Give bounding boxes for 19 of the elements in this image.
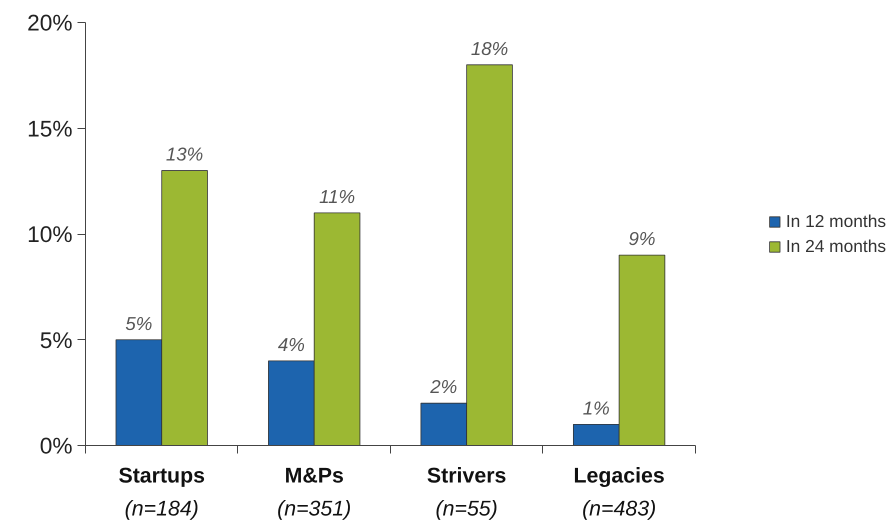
y-tick-label: 5% [40,326,73,353]
category-label: Startups (n=184) [118,464,205,520]
data-label: 9% [628,228,656,250]
y-tick-label: 15% [27,115,73,142]
legend-label: In 12 months [786,210,886,232]
category-label: M&Ps (n=351) [277,464,352,520]
data-label: 1% [582,397,610,418]
data-label: 2% [429,376,458,398]
y-tick-label: 0% [40,432,73,458]
data-label: 5% [125,312,152,334]
category-label: Strivers (n=55) [426,464,506,520]
category-label: Legacies (n=483) [573,464,665,520]
y-tick-label: 20% [27,10,73,36]
legend-label: In 24 months [786,236,886,256]
y-tick-label: 10% [27,221,73,247]
data-label: 18% [470,38,508,59]
data-label: 4% [278,334,305,355]
data-label: 13% [166,144,204,165]
data-label: 11% [319,186,356,207]
